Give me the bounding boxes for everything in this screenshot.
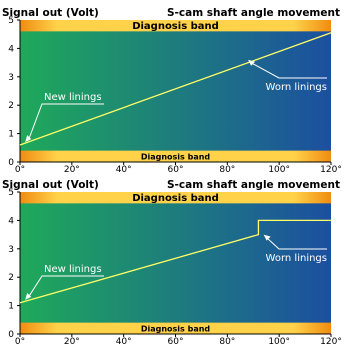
diagnosis-band-label: Diagnosis band [132,21,219,32]
y-tick-label: 0 [8,158,14,168]
signal-line [19,219,331,304]
annotation-new-linings: New linings [44,92,102,103]
y-tick-label: 1 [8,302,14,312]
x-tick-label: 120° [320,165,342,175]
y-tick-label: 4 [8,216,14,226]
y-tick-label: 5 [8,16,14,26]
x-tick-label: 80° [219,165,235,175]
y-tick-label: 0 [8,330,14,340]
signal-line [19,32,332,146]
arrowhead-icon [25,292,32,300]
x-axis-label: S-cam shaft angle movement [167,179,340,191]
annotation-leader-worn [250,62,327,79]
y-tick-label: 4 [8,44,14,54]
arrowhead-icon [25,135,32,143]
diagnosis-band-label: Diagnosis band [141,324,211,333]
chart-2: Signal out (Volt) S-cam shaft angle movem… [2,179,342,345]
y-tick-label: 2 [8,101,14,111]
x-tick-label: 120° [320,337,342,345]
x-axis-label: S-cam shaft angle movement [167,7,340,19]
x-tick-label: 80° [219,337,235,345]
x-tick-label: 20° [64,165,80,175]
annotation-leader-new [28,103,104,139]
arrowhead-icon [248,59,256,66]
x-tick-label: 60° [168,337,184,345]
y-axis-label: Signal out (Volt) [2,7,99,19]
x-tick-label: 100° [268,165,290,175]
y-tick-label: 5 [8,188,14,198]
annotation-leader-new [28,275,104,297]
x-tick-label: 0° [15,165,25,175]
chart-1: Signal out (Volt) S-cam shaft angle movem… [2,7,342,175]
annotation-new-linings: New linings [44,264,102,275]
x-tick-label: 20° [64,337,80,345]
y-tick-label: 2 [8,273,14,283]
plot-area [20,192,331,334]
annotation-worn-linings: Worn linings [266,82,327,93]
y-tick-label: 3 [8,245,14,255]
y-tick-label: 1 [8,130,14,140]
annotation-worn-linings: Worn linings [266,253,327,264]
diagnosis-band-bottom [20,322,331,334]
x-tick-label: 40° [116,165,132,175]
plot-area [20,20,331,162]
diagnosis-band-top [20,192,331,204]
y-tick-label: 3 [8,73,14,83]
x-tick-label: 0° [15,337,25,345]
annotation-leader-worn [266,237,327,250]
diagnosis-band-bottom [20,150,331,162]
diagnosis-band-label: Diagnosis band [141,152,211,161]
diagnosis-band-label: Diagnosis band [132,193,219,204]
x-tick-label: 100° [268,337,290,345]
arrowhead-icon [263,234,271,241]
x-tick-label: 40° [116,337,132,345]
diagnosis-band-top [20,20,331,32]
y-axis-label: Signal out (Volt) [2,179,99,191]
x-tick-label: 60° [168,165,184,175]
